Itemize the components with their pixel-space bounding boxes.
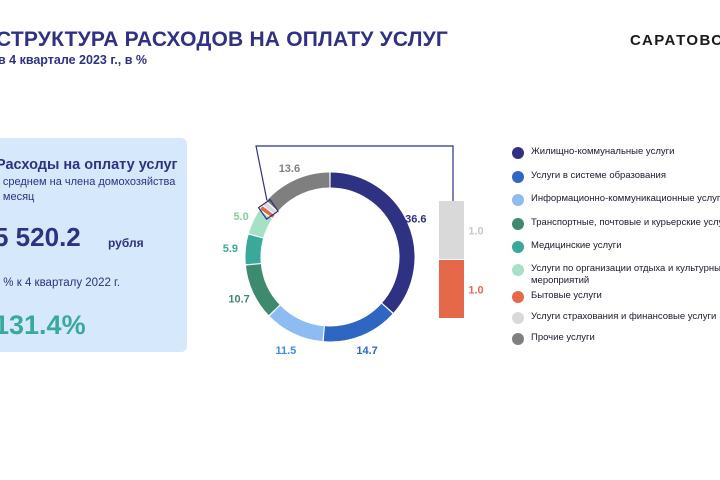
legend-item-1: Жилищно-коммунальные услуги	[512, 146, 674, 159]
legend-marker	[512, 171, 524, 183]
comparison-label: в % к 4 кварталу 2022 г.	[0, 277, 121, 289]
legend-marker	[512, 241, 524, 253]
legend-label: Жилищно-коммунальные услуги	[531, 146, 675, 157]
summary-card-title: Расходы на оплату услуг	[0, 157, 178, 173]
donut-value-label-6: 5.0	[233, 211, 248, 223]
donut-value-label-1: 36.6	[405, 214, 426, 226]
breakout-bar-segment-2	[439, 260, 464, 318]
legend-label: Прочие услуги	[531, 332, 595, 343]
legend-label: Услуги страхования и финансовые услуги	[531, 311, 717, 322]
legend-marker	[512, 312, 524, 324]
summary-card-subtitle-2: в месяц	[0, 191, 35, 203]
donut-segment-4	[245, 263, 280, 316]
legend-marker	[512, 264, 524, 276]
legend-label: Медицинские услуги	[531, 240, 622, 251]
donut-segment-7	[260, 206, 275, 218]
donut-segment-2	[323, 303, 393, 342]
comparison-percent: 131.4%	[0, 310, 86, 340]
legend-marker	[512, 147, 524, 159]
legend-marker	[512, 333, 524, 345]
donut-segment-1	[330, 172, 415, 313]
donut-value-label-3: 11.5	[275, 345, 296, 357]
donut-value-label-5: 5.9	[223, 243, 238, 255]
donut-value-label-9: 13.6	[279, 163, 300, 175]
legend-label: Услуги по организации отдыха и культурны…	[531, 263, 720, 286]
expense-unit: рубля	[108, 236, 144, 250]
summary-card	[0, 138, 187, 352]
legend-marker	[512, 194, 524, 206]
legend-item-8: Услуги страхования и финансовые услуги	[512, 311, 716, 324]
legend-item-7: Бытовые услуги	[512, 290, 602, 303]
legend-label: Бытовые услуги	[531, 290, 602, 301]
legend-marker	[512, 218, 524, 230]
legend-item-3: Информационно-коммуникационные услуги	[512, 193, 720, 206]
breakout-value-label-2: 1.0	[468, 285, 483, 297]
legend-item-4: Транспортные, почтовые и курьерские услу…	[512, 217, 720, 230]
legend-label: Информационно-коммуникационные услуги	[531, 193, 720, 204]
brand-logo-text: САРАТОВСТАТ	[630, 32, 720, 49]
breakout-bar-segment-1	[439, 201, 464, 259]
donut-segment-3	[269, 305, 325, 342]
legend-item-9: Прочие услуги	[512, 332, 595, 345]
legend-item-6: Услуги по организации отдыха и культурны…	[512, 263, 720, 287]
page-title: СТРУКТУРА РАСХОДОВ НА ОПЛАТУ УСЛУГ	[0, 28, 449, 51]
breakout-value-label-1: 1.0	[468, 226, 483, 238]
legend-item-2: Услуги в системе образования	[512, 170, 666, 183]
donut-segment-8	[263, 202, 278, 215]
donut-segment-5	[245, 234, 264, 265]
legend-label: Транспортные, почтовые и курьерские услу…	[531, 217, 720, 228]
legend-item-5: Медицинские услуги	[512, 240, 622, 253]
summary-card-subtitle: в среднем на члена домохозяйства	[0, 176, 176, 188]
breakout-connector	[255, 145, 454, 201]
page-subtitle: в 4 квартале 2023 г., в %	[0, 53, 147, 67]
legend-label: Услуги в системе образования	[531, 170, 666, 181]
donut-segment-6	[248, 210, 273, 238]
legend-marker	[512, 291, 524, 303]
expense-amount: 5 520.2	[0, 222, 81, 252]
donut-value-label-2: 14.7	[356, 345, 377, 357]
small-segments-highlight	[257, 198, 279, 220]
donut-value-label-4: 10.7	[228, 294, 249, 306]
donut-segment-9	[266, 172, 330, 212]
